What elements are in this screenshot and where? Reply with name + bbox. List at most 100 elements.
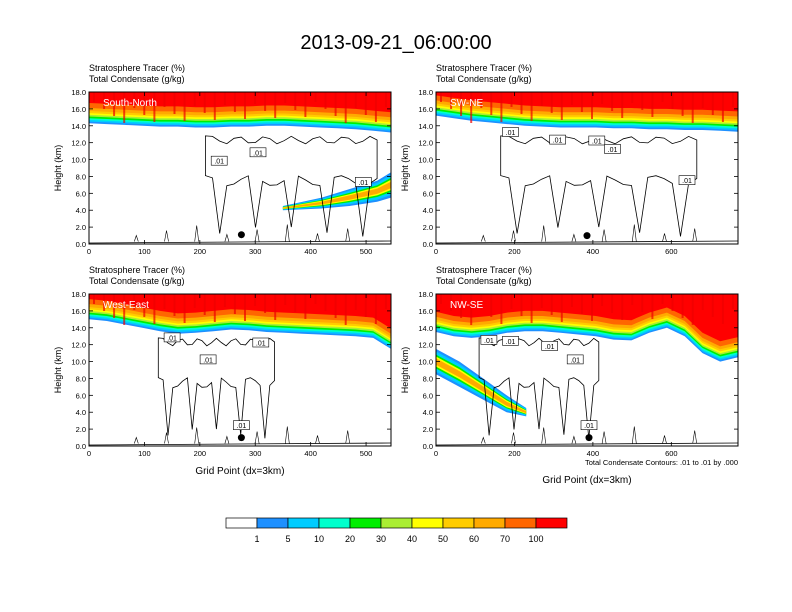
panel-plot-area: .01 .01 .01 .01 [89,294,391,446]
tracer-streak [294,294,297,312]
surface-contour [194,427,199,444]
surface-contour [224,233,230,242]
tracer-streak [510,92,513,107]
panel-title-line: Stratosphere Tracer (%) [436,63,532,73]
tracer-streak [480,92,483,108]
y-tick-label: 6.0 [76,391,86,400]
tracer-streak [540,294,543,308]
panel-plot-area: .01 .01 .01 .01 .01 [436,92,738,244]
tracer-streak [304,92,307,117]
y-axis-label: Height (km) [53,347,63,394]
panel-south-north: .01 .01 .01 South-North Stratosphere Tracer … [53,63,392,256]
tracer-streak [500,92,503,122]
surface-contour [662,233,667,242]
tracer-streak [334,294,337,318]
tracer-streak [123,294,126,325]
panel-sw-ne: .01 .01 .01 .01 .01 SW-NE Stratosphere Tracer … [400,63,739,256]
y-tick-label: 8.0 [423,172,433,181]
tracer-streak [274,92,277,118]
contour-label: .01 [484,338,494,345]
contour-label: .01 [682,178,692,185]
x-tick-label: 0 [87,247,91,256]
tracer-streak [163,92,166,107]
panel-title-line: Total Condensate (g/kg) [436,276,532,286]
surface-contour [601,229,607,242]
surface-contour [692,228,697,242]
tracer-streak [550,92,553,113]
tracer-streak [520,294,523,316]
y-tick-label: 2.0 [76,223,86,232]
y-tick-label: 14.0 [71,122,86,131]
surface-contour [315,233,320,242]
contour-label: .01 [256,341,266,348]
colorbar-label: 100 [528,534,543,544]
y-tick-label: 14.0 [418,122,433,131]
contour-label-box [566,354,584,365]
y-tick-label: 10.0 [418,156,433,165]
tracer-streak [304,294,307,319]
y-tick-label: 18.0 [418,290,433,299]
contour-label-box [604,144,621,154]
colorbar-swatch [256,517,289,529]
surface-contour [315,435,320,444]
contour-label: .01 [608,147,618,154]
x-tick-label: 200 [508,449,521,458]
tracer-streak [173,92,176,114]
y-tick-label: 16.0 [418,307,433,316]
surface-contour [164,432,169,444]
tracer-streak [374,294,377,324]
surface-contour [285,426,290,444]
tracer-streak [520,92,523,114]
tracer-streak [223,294,226,307]
contour-label-box [502,335,519,346]
surface-contour [224,435,230,444]
tracer-streak [93,294,95,304]
contour-label: .01 [506,339,516,346]
tracer-streak [691,92,694,123]
y-tick-label: 12.0 [71,139,86,148]
tracer-streak [530,92,533,121]
surface-contour [285,224,290,242]
tracer-streak [254,92,257,104]
tracer-streak [560,294,563,322]
surface-contour [571,435,577,444]
tracer-streak [490,294,493,317]
tracer-streak [661,294,664,304]
terrain-line [89,240,391,244]
contour-label: .01 [506,130,516,137]
surface-contour [134,234,139,242]
tracer-streak [601,92,604,104]
tracer-streak [374,92,377,122]
colorbar-label: 60 [469,534,479,544]
colorbar-swatch [504,517,537,529]
surface-contour [345,430,350,444]
tracer-streak [193,294,196,308]
colorbar-swatch [287,517,320,529]
y-tick-label: 12.0 [418,139,433,148]
contour-label-box [549,134,566,145]
x-tick-label: 0 [87,449,91,458]
tracer-streak [570,294,573,307]
contour-label-box [210,155,228,166]
tracer-streak [284,92,287,103]
tracer-streak [711,92,714,115]
tracer-streak [731,294,734,309]
tracer-streak [470,92,473,123]
tracer-streak [651,294,654,319]
contour-label-box [233,420,250,431]
y-tick-label: 18.0 [71,290,86,299]
colorbar-swatch [535,517,568,529]
colorbar-swatch [318,517,351,529]
tracer-streak [631,92,634,103]
y-tick-label: 4.0 [76,408,86,417]
surface-contour [134,436,139,444]
tracer-streak [344,92,347,123]
tracer-streak [233,92,236,112]
tracer-streak [364,294,367,317]
x-tick-label: 0 [434,449,438,458]
colorbar-label: 70 [500,534,510,544]
panel-title-line: Stratosphere Tracer (%) [89,265,185,275]
y-tick-label: 10.0 [418,358,433,367]
tracer-streak [540,92,543,106]
contour-label-box [480,335,498,345]
